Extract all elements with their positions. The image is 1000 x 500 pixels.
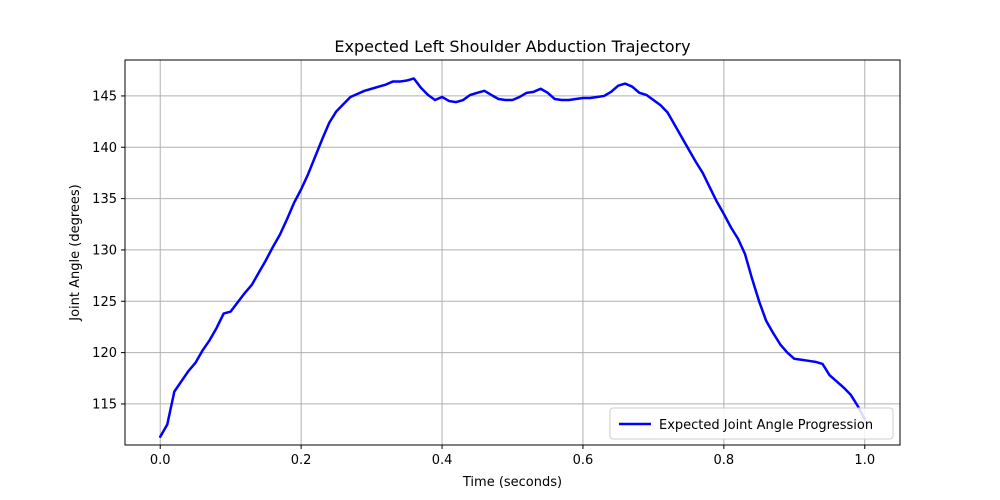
x-tick-label: 0.4: [432, 453, 453, 468]
y-tick-label: 115: [92, 397, 117, 412]
plot-frame: [124, 59, 901, 446]
y-axis-label: Joint Angle (degrees): [68, 184, 83, 321]
x-tick-label: 0.2: [291, 453, 312, 468]
y-tick-label: 120: [92, 346, 117, 361]
series-line: [158, 77, 867, 439]
series-layer: [158, 77, 867, 439]
legend-box: [609, 407, 894, 440]
y-tick-label: 130: [92, 243, 117, 258]
legend: Expected Joint Angle Progression: [609, 407, 894, 440]
x-tick-label: 1.0: [854, 453, 875, 468]
y-tick-label: 135: [92, 192, 117, 207]
x-tick-label: 0.6: [573, 453, 594, 468]
chart-title: Expected Left Shoulder Abduction Traject…: [334, 37, 690, 56]
grid: [125, 60, 900, 445]
y-tick-label: 125: [92, 295, 117, 310]
y-tick-label: 145: [92, 89, 117, 104]
x-tick-label: 0.8: [714, 453, 735, 468]
x-tick-label: 0.0: [150, 453, 171, 468]
legend-label: Expected Joint Angle Progression: [659, 418, 873, 433]
x-axis-label: Time (seconds): [462, 475, 562, 490]
axis-ticks: 0.0 0.2 0.4 0.6 0.8 1.0 115 120 125 130 135 140 145: [92, 89, 875, 468]
y-tick-label: 140: [92, 141, 117, 156]
